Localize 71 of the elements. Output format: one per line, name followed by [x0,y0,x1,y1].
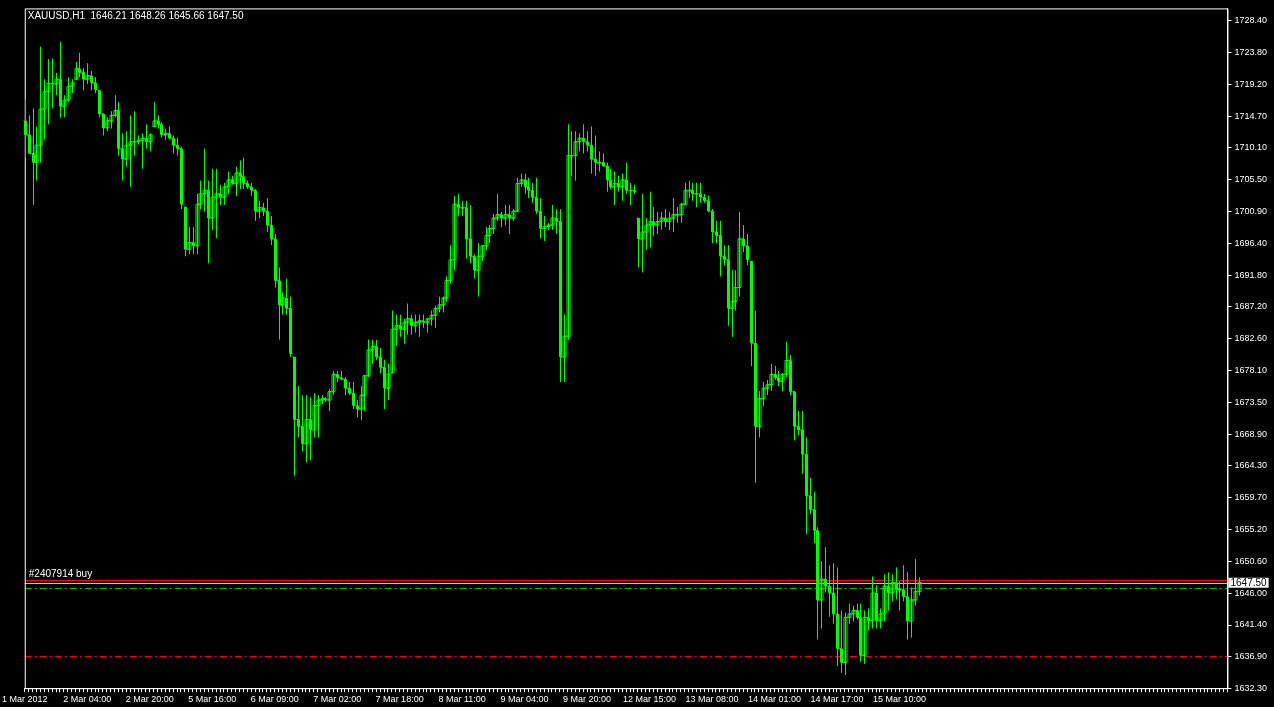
candlestick [140,132,145,170]
candlestick [78,52,81,78]
candlestick [316,394,321,439]
candlestick [304,394,309,464]
candlestick [128,114,133,188]
candlestick [659,211,664,231]
y-tick-label: 1664.30 [1234,460,1268,471]
candlestick [214,168,219,239]
candlestick [132,110,137,157]
x-tick-label: 6 Mar 09:00 [250,694,299,705]
candlestick [655,211,660,235]
x-tick-label: 12 Mar 15:00 [623,694,677,705]
y-tick-label: 1719.20 [1234,79,1268,90]
x-tick-label: 2 Mar 20:00 [125,694,174,705]
candlestick [769,363,774,392]
y-tick-label: 1646.00 [1234,587,1268,598]
y-tick-label: 1682.60 [1234,333,1268,344]
y-tick-label: 1691.80 [1234,269,1268,280]
y-tick-label: 1655.20 [1234,523,1268,534]
candlestick [550,204,555,231]
candlestick [413,314,418,334]
y-tick-label: 1723.80 [1234,47,1268,58]
candlestick [612,171,617,206]
x-tick-label: 7 Mar 02:00 [313,694,362,705]
candlestick [542,215,547,242]
candlestick [640,193,645,273]
candlestick [870,575,875,629]
x-tick-label: 8 Mar 11:00 [438,694,486,705]
candlestick [527,177,530,199]
x-tick-label: 7 Mar 18:00 [375,694,424,705]
y-tick-label: 1700.90 [1234,206,1268,217]
candlestick [862,609,867,665]
candlestick [417,314,422,338]
ref-line-label: 1647.50 [1230,577,1268,589]
candlestick [675,206,680,224]
x-tick-label: 14 Mar 17:00 [810,694,864,705]
x-tick-label: 14 Mar 01:00 [747,694,802,705]
y-tick-label: 1632.30 [1234,682,1268,693]
y-tick-label: 1696.40 [1234,237,1268,248]
y-tick-label: 1673.50 [1234,396,1268,407]
candlestick [50,57,55,109]
y-tick-label: 1641.40 [1234,619,1268,630]
y-tick-label: 1636.90 [1234,650,1268,661]
candlestick [699,182,702,204]
chart-title: XAUUSD,H1 1646.21 1648.26 1645.66 1647.50 [27,10,244,22]
x-tick-label: 9 Mar 04:00 [500,694,549,705]
y-tick-label: 1668.90 [1234,428,1268,439]
candlestick [648,191,653,248]
y-tick-label: 1678.10 [1234,364,1268,375]
y-tick-label: 1650.60 [1234,555,1268,566]
y-tick-label: 1710.10 [1234,142,1268,153]
y-tick-label: 1705.50 [1234,174,1268,185]
x-tick-label: 13 Mar 08:00 [685,694,739,705]
y-tick-label: 1687.20 [1234,301,1268,312]
candlestick [163,128,168,141]
x-tick-label: 9 Mar 20:00 [563,694,612,705]
ref-line-label: #2407914 buy [28,567,93,579]
candlestick [152,101,157,127]
y-tick-label: 1659.70 [1234,492,1268,503]
x-tick-label: 2 Mar 04:00 [63,694,112,705]
x-tick-label: 1 Mar 2012 [2,694,48,705]
candlestick [476,242,481,298]
candlestick [694,182,699,208]
candlestick [851,605,856,623]
candlestick [429,309,434,327]
x-tick-label: 15 Mar 10:00 [872,694,926,705]
y-tick-label: 1714.70 [1234,110,1268,121]
x-tick-label: 5 Mar 16:00 [188,694,237,705]
candlestick [671,197,676,233]
y-tick-label: 1728.40 [1234,15,1268,26]
candlestick [573,130,578,182]
